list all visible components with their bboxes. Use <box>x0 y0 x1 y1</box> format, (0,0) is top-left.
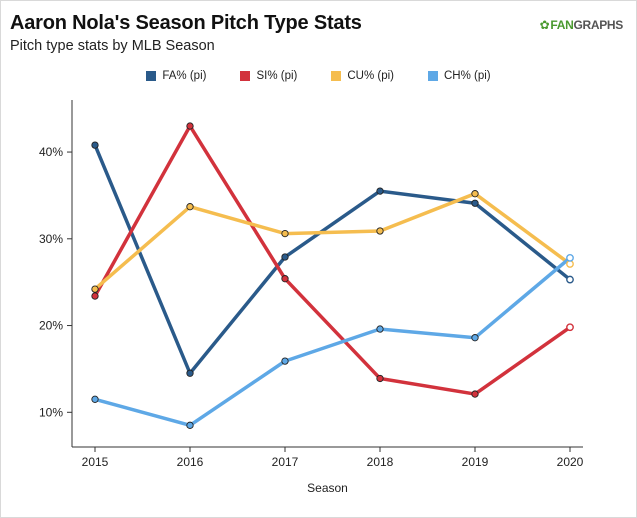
data-point-fa-2020 <box>566 275 574 284</box>
data-point-si-2015 <box>91 292 99 300</box>
legend-item-fa[interactable]: FA% (pi) <box>146 70 206 82</box>
series-line-ch <box>93 256 572 428</box>
data-point-ch-2016 <box>186 421 194 429</box>
legend-label: CH% (pi) <box>444 70 491 82</box>
series-line-cu <box>93 191 572 291</box>
logo-graphs-text: GRAPHS <box>573 18 623 32</box>
data-point-si-2018 <box>376 374 384 383</box>
legend-label: SI% (pi) <box>256 70 298 82</box>
data-point-si-2016 <box>186 122 194 130</box>
data-point-cu-2019 <box>471 190 479 198</box>
data-point-si-2017 <box>281 275 289 283</box>
x-tick-label: 2015 <box>82 455 109 469</box>
y-tick-label: 20% <box>39 319 63 333</box>
data-point-fa-2016 <box>186 369 194 377</box>
data-point-si-2019 <box>471 390 479 398</box>
x-tick-label: 2018 <box>367 455 394 469</box>
data-point-fa-2015 <box>91 141 99 149</box>
data-point-cu-2015 <box>91 285 99 293</box>
data-point-si-2020 <box>566 323 574 332</box>
chart-title: Aaron Nola's Season Pitch Type Stats <box>10 12 362 34</box>
data-point-ch-2015 <box>91 395 99 403</box>
data-point-ch-2019 <box>471 334 479 342</box>
series-line-fa <box>93 143 572 376</box>
data-point-fa-2018 <box>376 187 384 195</box>
legend-label: CU% (pi) <box>347 70 394 82</box>
legend-item-ch[interactable]: CH% (pi) <box>428 70 491 82</box>
x-tick-label: 2016 <box>177 455 204 469</box>
data-point-cu-2016 <box>186 203 194 211</box>
legend-swatch <box>146 71 157 81</box>
data-point-cu-2018 <box>376 227 384 235</box>
legend-swatch <box>240 71 251 81</box>
data-point-ch-2018 <box>376 325 384 333</box>
legend-item-cu[interactable]: CU% (pi) <box>331 70 394 82</box>
logo-fan-text: FAN <box>550 18 574 32</box>
legend-item-si[interactable]: SI% (pi) <box>240 70 297 82</box>
data-point-ch-2017 <box>281 357 289 365</box>
chart-subtitle: Pitch type stats by MLB Season <box>10 38 215 54</box>
fangraphs-logo[interactable]: ✿ FAN GRAPHS <box>539 18 624 32</box>
data-point-fa-2019 <box>471 199 479 207</box>
data-point-fa-2017 <box>281 253 289 261</box>
legend-label: FA% (pi) <box>162 70 207 82</box>
data-point-ch-2020 <box>566 253 574 262</box>
chart-legend: FA% (pi) SI% (pi) CU% (pi) CH% (pi) <box>0 70 637 82</box>
y-tick-label: 40% <box>39 145 63 159</box>
data-point-cu-2017 <box>281 229 289 238</box>
x-tick-label: 2017 <box>272 455 299 469</box>
legend-swatch <box>428 71 438 81</box>
legend-swatch <box>331 71 342 81</box>
series-line-si <box>93 124 572 396</box>
x-tick-label: 2020 <box>557 455 584 469</box>
x-axis-label: Season <box>307 481 348 495</box>
leaf-icon: ✿ <box>539 18 550 32</box>
y-tick-label: 10% <box>39 405 63 419</box>
y-tick-label: 30% <box>39 232 63 246</box>
x-tick-label: 2019 <box>462 455 489 469</box>
